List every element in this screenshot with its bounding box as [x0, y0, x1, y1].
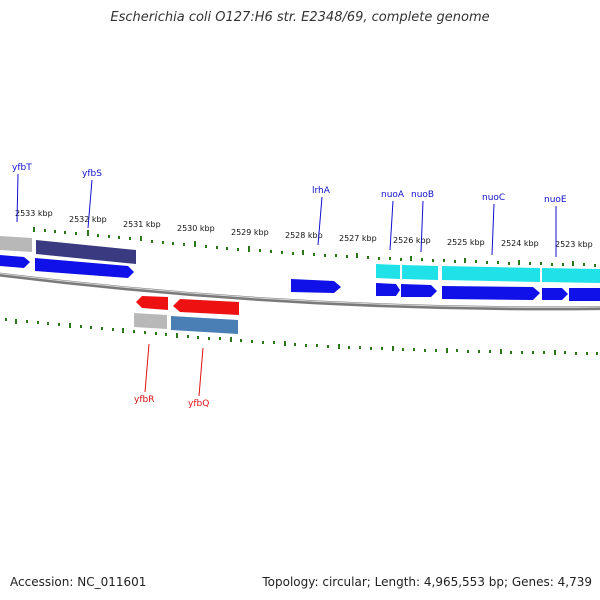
topology-label: Topology: circular; Length: 4,965,553 bp…: [262, 575, 592, 589]
kbp-label: 2525 kbp: [447, 238, 485, 247]
cds-arrow-yfbR: [136, 296, 168, 310]
gene-bar-yfbT: [0, 236, 32, 252]
cds-arrow-nuoE: [542, 288, 568, 300]
cds-arrow-yfbT: [0, 255, 30, 268]
kbp-label: 2530 kbp: [177, 224, 215, 233]
forward-gene-bars: [0, 236, 600, 283]
cds-arrow-next: [569, 288, 600, 301]
genome-backbone-highlight: [0, 273, 600, 308]
kbp-label: 2533 kbp: [15, 209, 53, 218]
gene-bar-yfbQ: [171, 316, 238, 334]
gene-bar-nuoA: [376, 264, 400, 279]
reverse-gene-labels: [144, 343, 204, 397]
kbp-label: 2531 kbp: [123, 220, 161, 229]
page-title: Escherichia coli O127:H6 str. E2348/69, …: [110, 10, 490, 25]
gene-label-nuoB: nuoB: [411, 190, 434, 200]
gene-bar-nuoE: [542, 268, 600, 283]
genome-backbone: [0, 272, 600, 311]
kbp-tick-labels: 2533 kbp 2532 kbp 2531 kbp 2530 kbp 2529…: [15, 209, 593, 249]
forward-gene-label-text: yfbT yfbS lrhA nuoA nuoB nuoC nuoE: [12, 163, 567, 205]
kbp-label: 2523 kbp: [555, 240, 593, 249]
gene-label-yfbT: yfbT: [12, 163, 32, 173]
cds-arrow-yfbQ: [173, 299, 239, 315]
cds-arrow-yfbS: [35, 258, 134, 278]
gene-label-yfbR: yfbR: [134, 395, 154, 405]
gene-label-nuoC: nuoC: [482, 193, 505, 203]
kbp-label: 2529 kbp: [231, 228, 269, 237]
gene-label-nuoA: nuoA: [381, 190, 405, 200]
gene-bar-yfbR: [134, 313, 167, 329]
kbp-label: 2524 kbp: [501, 239, 539, 248]
reverse-gene-bars: [134, 313, 238, 334]
cds-arrow-nuoC: [442, 286, 540, 300]
lower-tick-row: [5, 318, 598, 355]
gene-bar-yfbS: [36, 240, 136, 264]
gene-label-nuoE: nuoE: [544, 195, 567, 205]
gene-label-lrhA: lrhA: [312, 186, 331, 196]
kbp-label: 2526 kbp: [393, 236, 431, 245]
kbp-label: 2528 kbp: [285, 231, 323, 240]
kbp-label: 2532 kbp: [69, 215, 107, 224]
reverse-cds-arrows: [136, 296, 239, 315]
cds-arrow-lrhA: [291, 279, 341, 293]
cds-arrow-nuoB: [401, 284, 437, 297]
gene-label-yfbQ: yfbQ: [188, 399, 209, 409]
accession-label: Accession: NC_011601: [10, 575, 147, 589]
cds-arrow-nuoA: [376, 283, 400, 296]
upper-tick-row: [33, 227, 596, 267]
kbp-label: 2527 kbp: [339, 234, 377, 243]
reverse-gene-label-text: yfbR yfbQ: [134, 395, 209, 409]
gene-label-yfbS: yfbS: [82, 169, 102, 179]
forward-cds-arrows: [0, 255, 600, 301]
forward-gene-labels: [16, 173, 557, 257]
gene-bar-nuoB: [402, 265, 438, 280]
gene-bar-nuoC: [442, 266, 540, 282]
